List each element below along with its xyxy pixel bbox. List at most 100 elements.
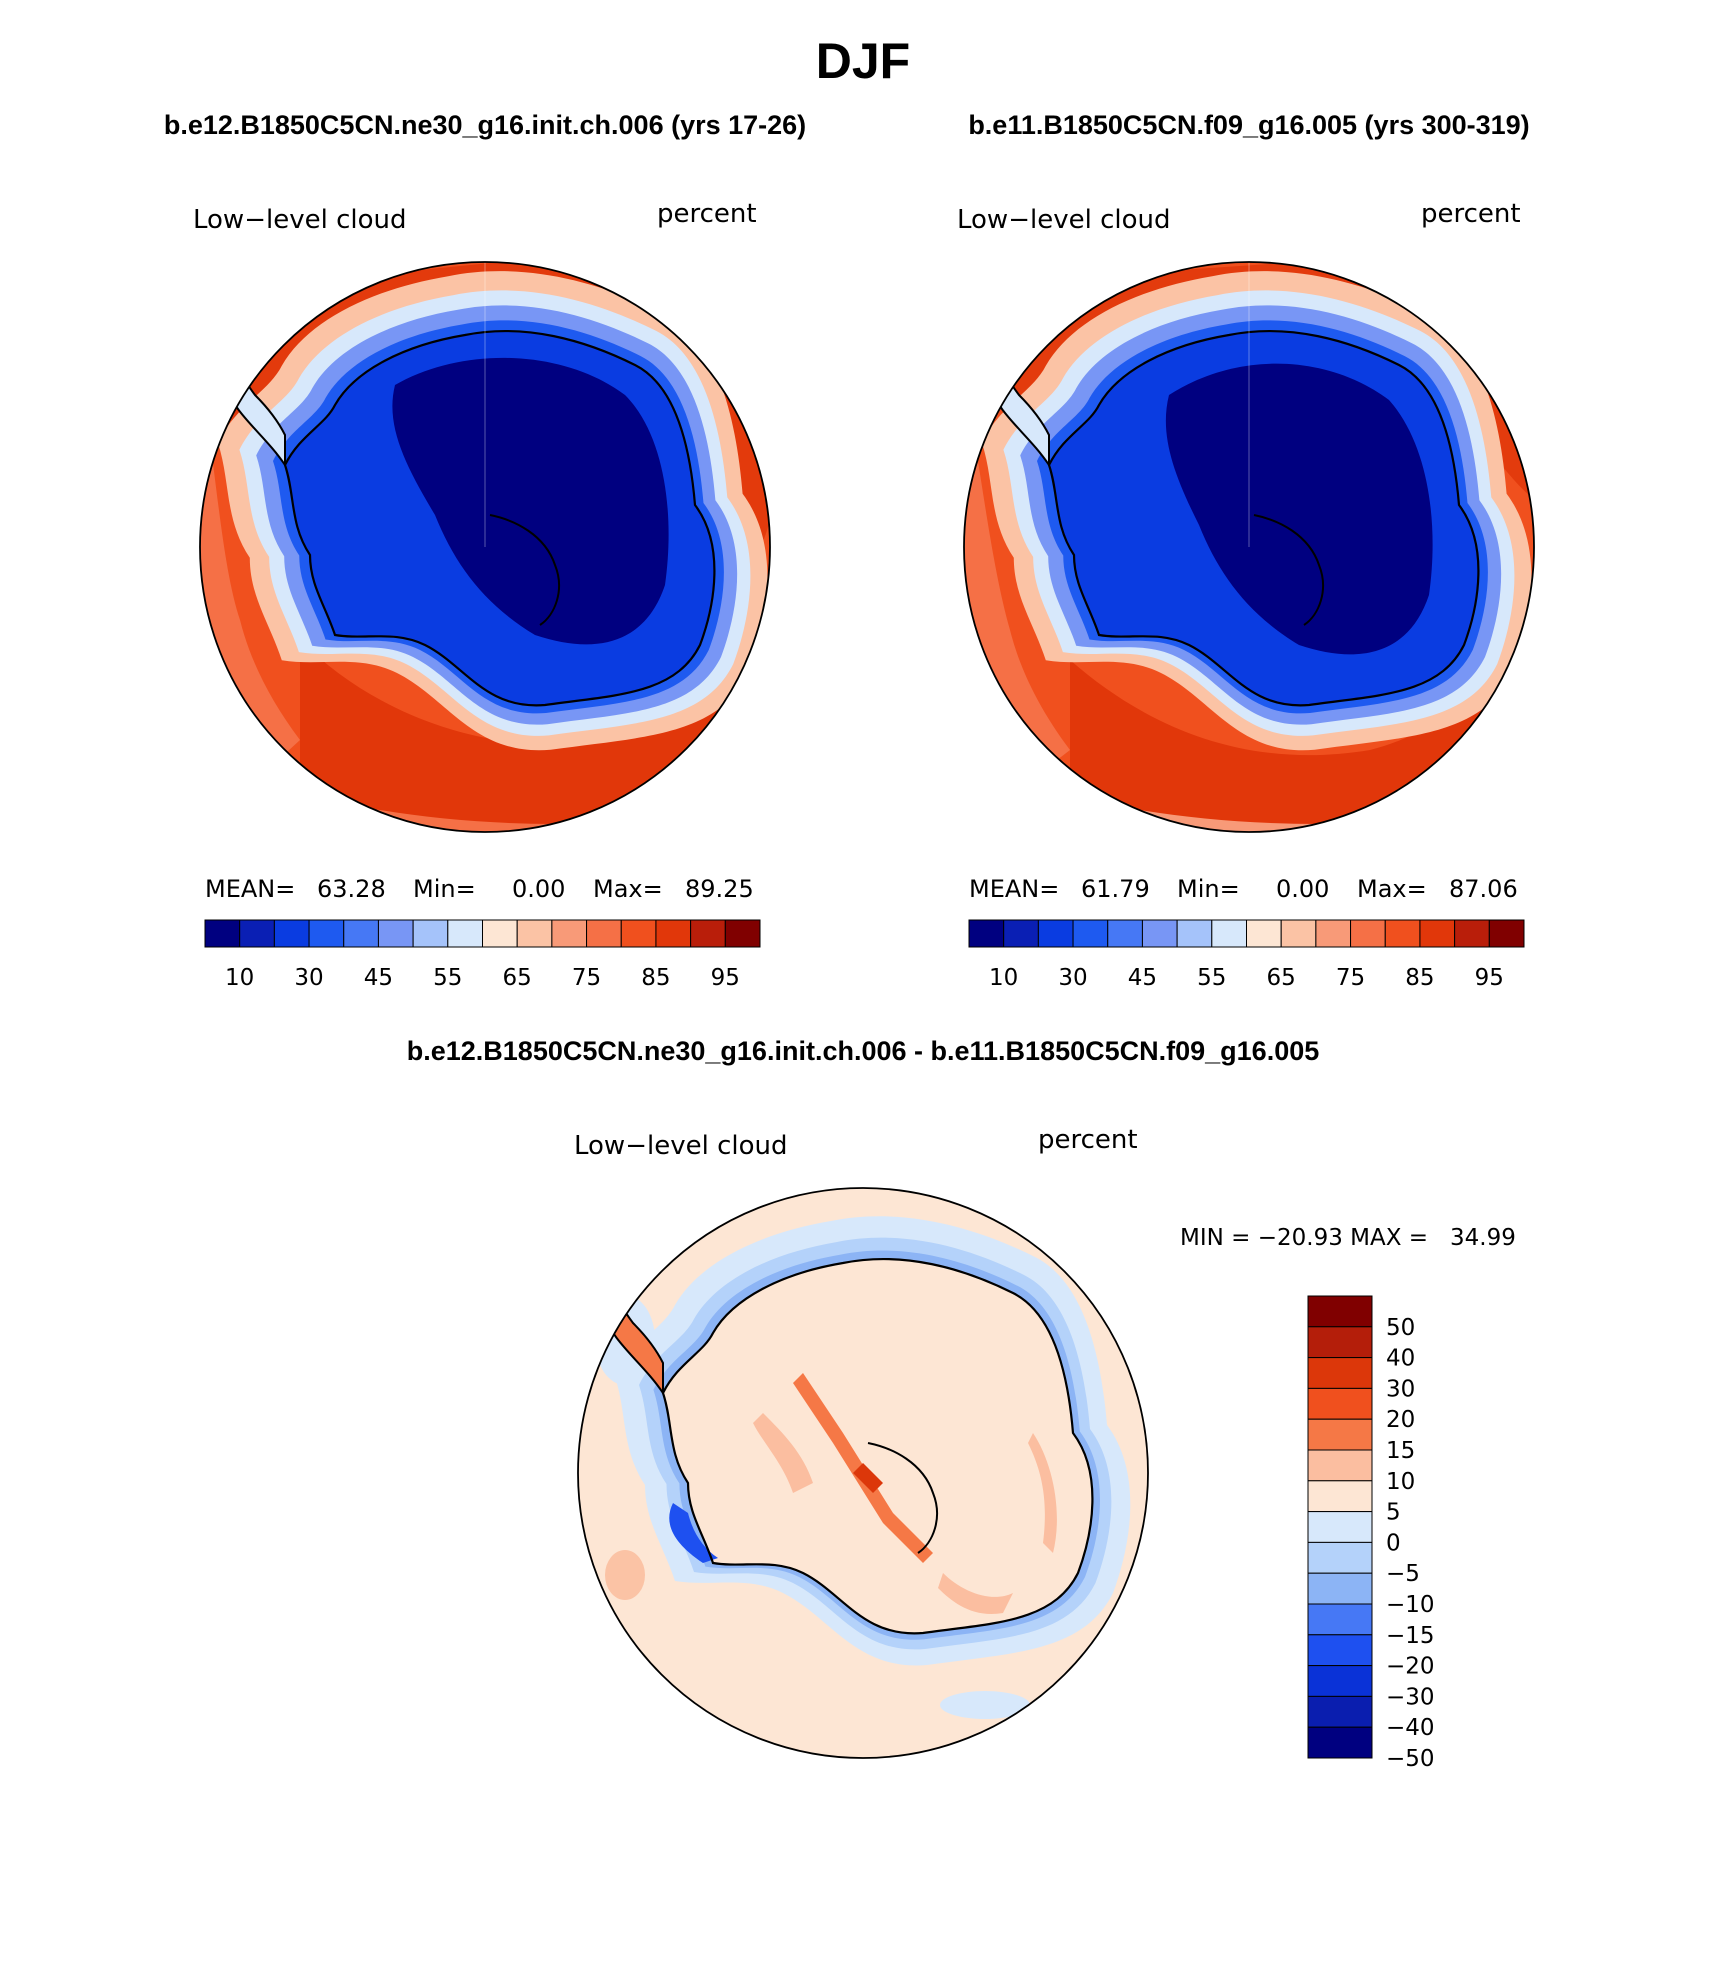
panel2-map (964, 262, 1534, 832)
diff-colorbar-tick-label: 5 (1386, 1500, 1401, 1526)
panel2-colorbar-tick-label: 75 (1336, 965, 1365, 991)
panel2-colorbar-swatch (1003, 919, 1039, 948)
panel2-colorbar-swatch (1037, 919, 1074, 948)
diff-units-label: percent (1038, 1125, 1138, 1155)
panel2-map-border (963, 261, 1535, 833)
panel1-map-border (199, 261, 771, 833)
diff-colorbar-tick-label: −5 (1386, 1561, 1420, 1587)
panel2-min-value: 0.00 (1276, 875, 1329, 903)
panel1-colorbar-swatch (204, 919, 241, 948)
panel2-min-label: Min= (1177, 875, 1240, 903)
panel1-mean-value: 63.28 (317, 875, 386, 903)
diff-colorbar-swatch (1307, 1726, 1373, 1759)
panel2-max-label: Max= (1357, 875, 1427, 903)
diff-colorbar-tick-label: 0 (1386, 1530, 1401, 1556)
diff-colorbar-tick-label: −10 (1386, 1592, 1435, 1618)
page-title: DJF (816, 33, 910, 89)
panel1-colorbar-swatch (724, 919, 761, 948)
panel1-max-label: Max= (593, 875, 663, 903)
panel2-colorbar-swatch (1488, 919, 1525, 948)
panel1-units-label: percent (657, 199, 757, 229)
panel1-colorbar-tick-label: 95 (711, 965, 740, 991)
panel2-colorbar-swatch (1176, 919, 1213, 948)
diff-colorbar-swatch (1307, 1449, 1373, 1482)
panel1-colorbar-tick-label: 85 (641, 965, 670, 991)
panel1-min-label: Min= (413, 875, 476, 903)
panel2-colorbar-tick-label: 65 (1267, 965, 1296, 991)
diff-colorbar-tick-label: 15 (1386, 1438, 1415, 1464)
panel2-variable-label: Low−level cloud (957, 205, 1170, 235)
diff-colorbar-swatch (1307, 1480, 1373, 1513)
panel2-colorbar-tick-label: 85 (1405, 965, 1434, 991)
panel1-colorbar-swatch (690, 919, 726, 948)
panel1-colorbar-swatch (620, 919, 657, 948)
diff-colorbar-swatch (1307, 1572, 1373, 1605)
diff-colorbar-swatch (1307, 1387, 1373, 1420)
panel2-colorbar-tick-label: 10 (989, 965, 1018, 991)
panel2-colorbar-swatch (1246, 919, 1282, 948)
panel2-colorbar-swatch (1384, 919, 1421, 948)
panel1-colorbar-tick-label: 65 (503, 965, 532, 991)
diff-colorbar-tick-label: 40 (1386, 1346, 1415, 1372)
panel2-mean-label: MEAN= (969, 875, 1059, 903)
panel1-colorbar-swatch (377, 919, 414, 948)
panel1-colorbar-tick-label: 45 (364, 965, 393, 991)
panel1-colorbar-tick-label: 10 (225, 965, 254, 991)
diff-title: b.e12.B1850C5CN.ne30_g16.init.ch.006 - b… (407, 1036, 1320, 1066)
diff-colorbar-swatch (1307, 1695, 1373, 1728)
diff-colorbar-swatch (1307, 1603, 1373, 1636)
diff-colorbar-swatch (1307, 1418, 1373, 1451)
panel2-colorbar-swatch (1350, 919, 1386, 948)
diff-colorbar-tick-label: 30 (1386, 1376, 1415, 1402)
diff-colorbar-swatch (1307, 1295, 1373, 1328)
panel2-colorbar-swatch (1419, 919, 1456, 948)
panel1-colorbar-swatch (586, 919, 622, 948)
panel1-case-title: b.e12.B1850C5CN.ne30_g16.init.ch.006 (yr… (164, 110, 806, 140)
diff-colorbar-tick-label: −40 (1386, 1715, 1435, 1741)
diff-colorbar-tick-label: −50 (1386, 1746, 1435, 1772)
panel1-colorbar-swatch (308, 919, 345, 948)
panel2-colorbar-swatch (1280, 919, 1317, 948)
diff-colorbar-tick-label: −30 (1386, 1684, 1435, 1710)
diff-colorbar-tick-label: 50 (1386, 1315, 1415, 1341)
diff-colorbar-swatch (1307, 1541, 1373, 1574)
panel1-colorbar-tick-label: 55 (433, 965, 462, 991)
panel2-mean-value: 61.79 (1081, 875, 1150, 903)
panel2-colorbar-swatch (1211, 919, 1247, 948)
panel1-colorbar-swatch (655, 919, 692, 948)
panel2-colorbar-swatch (1072, 919, 1109, 948)
panel1-max-value: 89.25 (685, 875, 754, 903)
panel2-case-title: b.e11.B1850C5CN.f09_g16.005 (yrs 300-319… (968, 110, 1529, 140)
diff-colorbar-swatch (1307, 1665, 1373, 1697)
diff-colorbar-tick-label: 10 (1386, 1469, 1415, 1495)
panel1-min-value: 0.00 (512, 875, 565, 903)
panel2-colorbar-swatch (1107, 919, 1143, 948)
panel2-max-value: 87.06 (1449, 875, 1518, 903)
panel2-colorbar-tick-label: 30 (1058, 965, 1087, 991)
panel1-colorbar-swatch (551, 919, 588, 948)
diff-colorbar-tick-label: −15 (1386, 1623, 1435, 1649)
panel1-colorbar-swatch (412, 919, 449, 948)
diff-map (578, 1188, 1148, 1758)
diff-colorbar-swatch (1307, 1511, 1373, 1543)
panel2-colorbar-swatch (1141, 919, 1178, 948)
panel1-colorbar-swatch (516, 919, 553, 948)
panel1-colorbar-tick-label: 30 (294, 965, 323, 991)
diff-colorbar-swatch (1307, 1326, 1373, 1359)
diff-colorbar-tick-label: 20 (1386, 1407, 1415, 1433)
panel2-colorbar-tick-label: 45 (1128, 965, 1157, 991)
panel2-colorbar: 10 30 45 55 65 75 85 95 (968, 919, 1525, 991)
panel1-colorbar-swatch (273, 919, 310, 948)
panel1-mean-label: MEAN= (205, 875, 295, 903)
panel1-colorbar-swatch (239, 919, 275, 948)
panel2-colorbar-tick-label: 55 (1197, 965, 1226, 991)
panel1-colorbar-swatch (482, 919, 518, 948)
diff-min-max: MIN = −20.93 MAX = 34.99 (1180, 1225, 1516, 1251)
diff-map-border (577, 1187, 1149, 1759)
panel2-units-label: percent (1421, 199, 1521, 229)
panel2-colorbar-swatch (1315, 919, 1352, 948)
panel1-colorbar-tick-label: 75 (572, 965, 601, 991)
panel1-colorbar-swatch (343, 919, 379, 948)
panel1-variable-label: Low−level cloud (193, 205, 406, 235)
